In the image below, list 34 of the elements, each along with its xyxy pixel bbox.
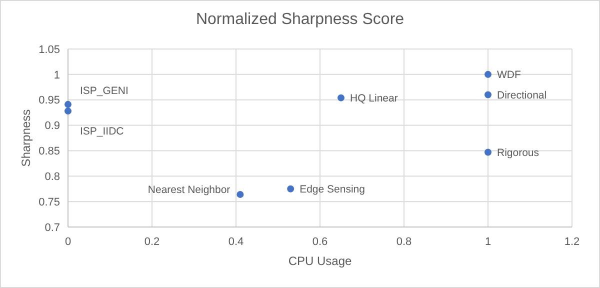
point — [484, 70, 492, 78]
point — [236, 190, 244, 198]
chart-title: Normalized Sharpness Score — [196, 11, 404, 28]
y-tick-label: 1.05 — [38, 44, 60, 56]
x-tick-label: 0 — [64, 236, 72, 248]
annotation: Nearest Neighbor — [148, 184, 231, 196]
y-tick-label: 0.8 — [44, 170, 60, 183]
x-axis-title: CPU Usage — [288, 254, 352, 268]
x-tick-label: 0.6 — [312, 236, 328, 248]
point — [64, 100, 72, 108]
annotation: ISP_GENI — [80, 85, 128, 98]
point — [64, 108, 72, 115]
x-tick-label: 1 — [484, 236, 492, 248]
x-tick-label: 1.2 — [564, 236, 580, 248]
point — [484, 148, 492, 156]
point — [338, 94, 344, 102]
y-tick-label: 0.75 — [38, 196, 60, 208]
point — [484, 91, 492, 98]
annotation: Directional — [497, 89, 547, 102]
y-tick-label: 0.7 — [44, 222, 60, 234]
annotation: HQ Linear — [350, 92, 398, 104]
y-axis-title: Sharpness — [19, 109, 33, 167]
y-tick-label: 0.85 — [38, 146, 60, 158]
point — [287, 185, 294, 192]
y-tick-label: 0.9 — [44, 120, 60, 132]
x-tick-label: 0.8 — [396, 236, 412, 248]
y-tick-label: 0.95 — [38, 94, 60, 107]
x-tick-label: 0.4 — [228, 236, 244, 248]
y-tick-label: 1 — [54, 69, 60, 82]
annotation: Rigorous — [497, 146, 540, 159]
annotation: Edge Sensing — [300, 184, 366, 196]
annotation: WDF — [497, 69, 521, 82]
x-tick-label: 0.2 — [144, 236, 160, 248]
annotation: ISP_IIDC — [80, 126, 124, 138]
